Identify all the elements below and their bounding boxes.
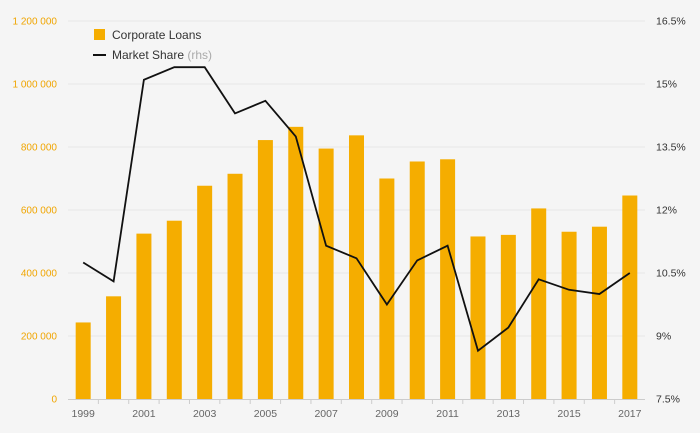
bar <box>500 234 516 399</box>
y-left-tick-label: 800 000 <box>21 143 58 154</box>
x-tick-label: 2013 <box>497 408 521 420</box>
y-left-tick-label: 200 000 <box>21 332 58 343</box>
bar <box>531 208 547 399</box>
bar <box>166 220 182 399</box>
x-tick-label: 2005 <box>254 408 278 420</box>
y-left-tick-label: 600 000 <box>21 206 58 217</box>
bar <box>136 233 152 399</box>
bar <box>622 195 638 399</box>
y-left-tick-label: 1 000 000 <box>13 80 58 91</box>
bar <box>440 159 456 399</box>
legend: Corporate Loans Market Share (rhs) <box>93 28 212 62</box>
y-left-tick-label: 1 200 000 <box>13 17 58 28</box>
y-right-tick-label: 10.5% <box>656 268 686 280</box>
legend-swatch-corporate-loans <box>94 29 105 40</box>
axes: 1999 2001 2003 2005 2007 2009 2011 2013 2015 2017… <box>13 16 686 421</box>
x-tick-label: 2009 <box>375 408 399 420</box>
legend-label-market-share-name: Market Share <box>112 48 184 62</box>
bar <box>349 135 364 399</box>
y-right-tick-label: 9% <box>656 331 671 343</box>
y-right-tick-label: 15% <box>656 79 677 91</box>
y-left-tick-label: 0 <box>51 395 57 406</box>
bar <box>591 226 607 399</box>
y-right-tick-label: 13.5% <box>656 142 686 154</box>
legend-label-market-share-suffix: (rhs) <box>184 48 212 62</box>
x-tick-label: 2007 <box>314 408 338 420</box>
y-left-tick-label: 400 000 <box>21 269 58 280</box>
y-right-tick-label: 12% <box>656 205 677 217</box>
bar <box>409 161 425 399</box>
bar <box>288 126 304 399</box>
bar <box>561 231 577 399</box>
x-tick-label: 2011 <box>436 408 459 420</box>
y-right-tick-label: 16.5% <box>656 16 686 28</box>
bar <box>470 236 486 399</box>
x-tick-label: 2017 <box>618 408 642 420</box>
bar <box>197 185 213 399</box>
bar <box>318 148 334 399</box>
bar <box>257 140 273 399</box>
bar <box>227 173 243 399</box>
x-tick-label: 1999 <box>72 408 96 420</box>
legend-label-market-share: Market Share (rhs) <box>112 48 212 62</box>
y-right-tick-label: 7.5% <box>656 394 680 406</box>
bar <box>75 322 91 399</box>
legend-label-corporate-loans: Corporate Loans <box>112 28 201 42</box>
market-share-line <box>82 66 631 353</box>
x-tick-label: 2015 <box>557 408 581 420</box>
x-tick-label: 2003 <box>193 408 217 420</box>
line-series <box>82 66 631 353</box>
bar-series <box>75 126 638 399</box>
bar <box>106 296 122 399</box>
x-tick-label: 2001 <box>132 408 156 420</box>
bar <box>379 178 395 399</box>
